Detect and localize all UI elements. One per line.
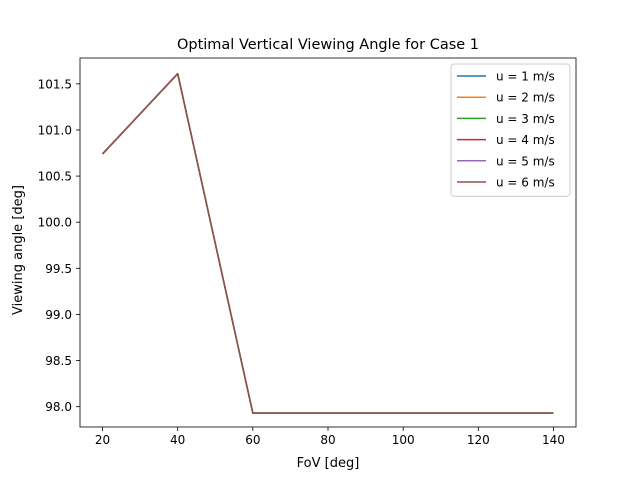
legend-label-5: u = 5 m/s <box>496 154 555 168</box>
legend-label-2: u = 2 m/s <box>496 91 555 105</box>
y-tick-label: 98.0 <box>45 400 72 414</box>
legend-label-3: u = 3 m/s <box>496 112 555 126</box>
legend-label-4: u = 4 m/s <box>496 133 555 147</box>
axes-layer: 20 40 60 80 100 120 140 98.0 98.5 99.0 99.5 100.0 10… <box>38 57 577 447</box>
series-line-6 <box>102 72 554 414</box>
y-tick-label: 101.0 <box>38 123 72 137</box>
y-tick-label: 99.0 <box>45 308 72 322</box>
x-tick-label: 100 <box>392 433 415 447</box>
x-axis-label: FoV [deg] <box>297 456 360 471</box>
series-layer <box>102 72 554 414</box>
y-tick-label: 101.5 <box>38 77 72 91</box>
y-axis-label: Viewing angle [deg] <box>11 185 26 315</box>
x-tick-label: 60 <box>245 433 260 447</box>
chart-title: Optimal Vertical Viewing Angle for Case … <box>177 37 479 53</box>
legend: u = 1 m/s u = 2 m/s u = 3 m/s u = 4 m/s u = … <box>450 63 571 197</box>
x-tick-label: 140 <box>542 433 565 447</box>
x-tick-label: 20 <box>95 433 110 447</box>
legend-label-1: u = 1 m/s <box>496 70 555 84</box>
y-tick-label: 100.5 <box>38 170 72 184</box>
x-tick-label: 120 <box>467 433 490 447</box>
y-tick-label: 98.5 <box>45 354 72 368</box>
x-tick-label: 40 <box>170 433 185 447</box>
x-tick-label: 80 <box>320 433 335 447</box>
y-tick-label: 100.0 <box>38 216 72 230</box>
legend-label-6: u = 6 m/s <box>496 176 555 190</box>
y-tick-label: 99.5 <box>45 262 72 276</box>
